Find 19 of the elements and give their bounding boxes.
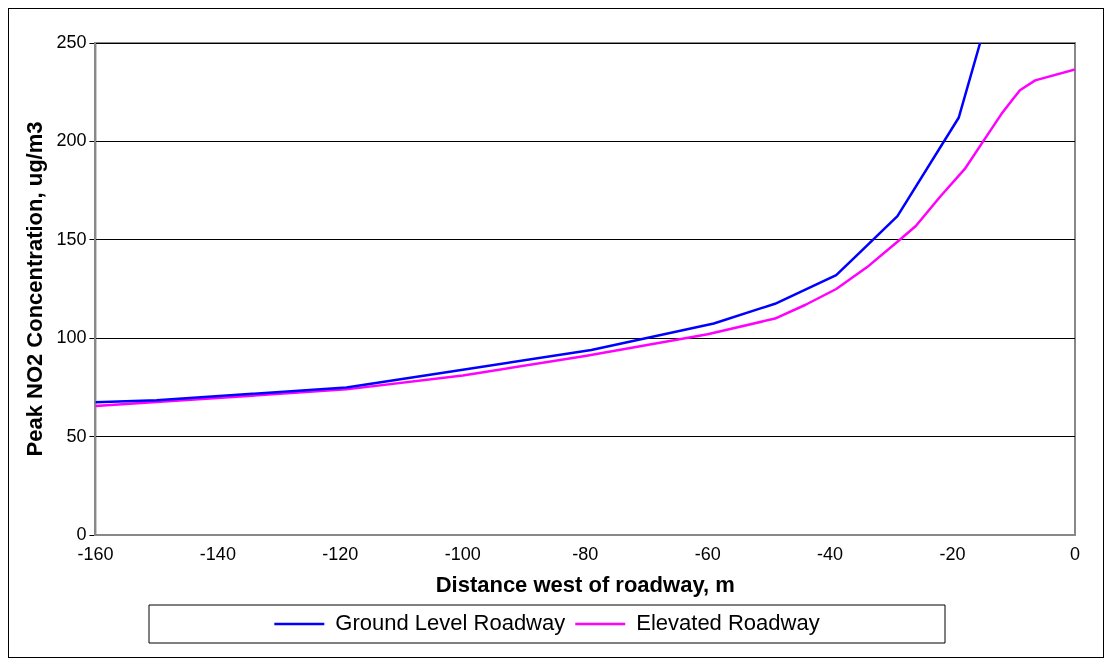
y-tick-label: 200 xyxy=(56,130,87,151)
legend-label: Ground Level Roadway xyxy=(335,610,566,636)
y-tick-label: 50 xyxy=(66,425,87,446)
x-tick-label: -40 xyxy=(817,543,844,564)
legend-label: Elevated Roadway xyxy=(636,610,820,636)
y-tick-label: 0 xyxy=(76,523,87,544)
x-tick-label: -140 xyxy=(199,543,236,564)
x-tick-label: -80 xyxy=(572,543,599,564)
x-tick-label: -60 xyxy=(694,543,721,564)
y-tick-label: 100 xyxy=(56,327,87,348)
x-tick-label: 0 xyxy=(1069,543,1081,564)
y-tick-label: 150 xyxy=(56,228,87,249)
x-tick-label: -100 xyxy=(444,543,481,564)
x-axis-title: Distance west of roadway, m xyxy=(435,571,735,597)
y-tick-label: 250 xyxy=(56,31,87,52)
x-tick-label: -20 xyxy=(939,543,966,564)
x-tick-label: -120 xyxy=(322,543,359,564)
y-axis-title: Peak NO2 Concentration, ug/m3 xyxy=(22,121,48,457)
x-tick-label: -160 xyxy=(77,543,114,564)
